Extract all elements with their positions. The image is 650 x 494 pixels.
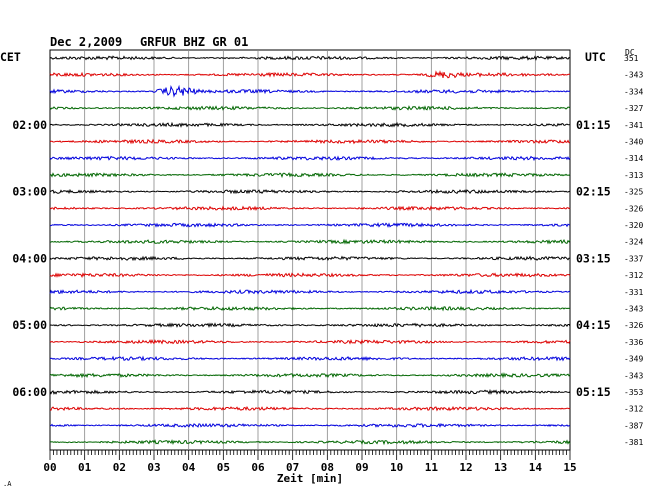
- right-time-label: 04:15: [576, 318, 611, 332]
- dc-offset-value: -313: [624, 171, 643, 180]
- right-zone-label: UTC: [585, 50, 606, 64]
- dc-offset-value: -381: [624, 438, 643, 447]
- trace-row-17: [49, 322, 571, 328]
- chart-station: GRFUR BHZ GR 01: [140, 35, 248, 49]
- x-tick-label: 08: [321, 461, 334, 474]
- trace-row-3: [49, 84, 571, 98]
- x-tick-label: 15: [563, 461, 576, 474]
- x-tick-label: 04: [182, 461, 196, 474]
- x-axis: 00 01 02 03 04 05 06 07 08 09 10 11 12 13 14 15: [43, 450, 577, 474]
- left-time-label: 05:00: [12, 318, 47, 332]
- corner-mark: .A: [3, 480, 12, 488]
- right-time-label: 03:15: [576, 251, 611, 265]
- dc-offset-value: -312: [624, 271, 643, 280]
- dc-offset-value: -314: [624, 154, 643, 163]
- minute-grid: [84, 50, 536, 450]
- dc-offset-value: -340: [624, 138, 643, 147]
- x-tick-label: 13: [494, 461, 507, 474]
- dc-offset-value: -331: [624, 288, 643, 297]
- trace-row-13: [49, 255, 571, 262]
- trace-row-11: [50, 222, 570, 228]
- trace-row-16: [49, 305, 571, 312]
- trace-row-23: [49, 422, 571, 429]
- trace-row-7: [49, 155, 571, 162]
- trace-row-21: [49, 388, 571, 395]
- trace-row-4: [49, 105, 571, 111]
- x-tick-label: 00: [43, 461, 56, 474]
- plot-frame: [49, 49, 571, 451]
- x-tick-label: 01: [78, 461, 92, 474]
- dc-offset-value: -334: [624, 87, 643, 96]
- dc-offset-value: -343: [624, 305, 643, 314]
- trace-row-15: [49, 288, 571, 295]
- left-zone-label: CET: [0, 50, 21, 64]
- trace-group: [49, 55, 571, 446]
- dc-offset-value: -312: [624, 405, 643, 414]
- trace-row-9: [49, 188, 571, 195]
- dc-offset-value: -353: [624, 388, 643, 397]
- x-tick-label: 09: [355, 461, 368, 474]
- dc-offset-value: -326: [624, 204, 643, 213]
- trace-row-1: [49, 55, 571, 61]
- dc-offset-value: -349: [624, 355, 643, 364]
- dc-offset-value: -326: [624, 321, 643, 330]
- dc-offset-value: -343: [624, 371, 643, 380]
- x-tick-label: 05: [217, 461, 230, 474]
- dc-offset-value: -325: [624, 188, 643, 197]
- time-labels: 02:00 03:00 04:00 05:00 06:00 01:15 02:15 03:15…: [12, 118, 610, 399]
- x-tick-label: 07: [286, 461, 299, 474]
- left-time-label: 04:00: [12, 251, 47, 265]
- chart-date: Dec 2,2009: [50, 35, 122, 49]
- x-tick-label: 10: [390, 461, 403, 474]
- dc-offset-value: -341: [624, 121, 643, 130]
- trace-row-22: [49, 405, 571, 412]
- x-tick-label: 02: [113, 461, 126, 474]
- dc-offset-value: -324: [624, 238, 643, 247]
- trace-row-24: [49, 439, 571, 446]
- left-time-label: 03:00: [12, 185, 47, 199]
- x-tick-label: 11: [425, 461, 439, 474]
- right-time-label: 02:15: [576, 185, 611, 199]
- trace-row-12: [50, 238, 571, 245]
- dc-offset-value: -327: [624, 104, 643, 113]
- trace-row-20: [49, 372, 571, 379]
- trace-row-10: [49, 205, 571, 212]
- x-tick-label: 12: [459, 461, 472, 474]
- trace-row-19: [49, 355, 571, 362]
- dc-offset-value: -343: [624, 71, 643, 80]
- right-time-label: 05:15: [576, 385, 611, 399]
- dc-offset-value: 351: [624, 54, 639, 63]
- x-tick-label: 03: [147, 461, 160, 474]
- dc-offset-value: -337: [624, 254, 643, 263]
- trace-row-6: [49, 138, 571, 145]
- dc-offset-value: -387: [624, 421, 643, 430]
- trace-row-14: [49, 272, 571, 278]
- dc-offset-labels: 351 -343 -334 -327 -341 -340 -314 -313 -325 -326 -…: [624, 54, 643, 447]
- x-tick-label: 06: [251, 461, 265, 474]
- trace-row-18: [49, 338, 571, 345]
- dc-offset-value: -336: [624, 338, 643, 347]
- dc-offset-value: -320: [624, 221, 643, 230]
- right-time-label: 01:15: [576, 118, 611, 132]
- left-time-label: 06:00: [12, 385, 47, 399]
- trace-row-8: [49, 172, 571, 179]
- trace-row-5: [49, 121, 571, 128]
- left-time-label: 02:00: [12, 118, 47, 132]
- dc-label: DC: [625, 48, 635, 57]
- x-axis-label: Zeit [min]: [277, 472, 343, 485]
- x-tick-label: 14: [529, 461, 543, 474]
- trace-row-2: [49, 70, 570, 79]
